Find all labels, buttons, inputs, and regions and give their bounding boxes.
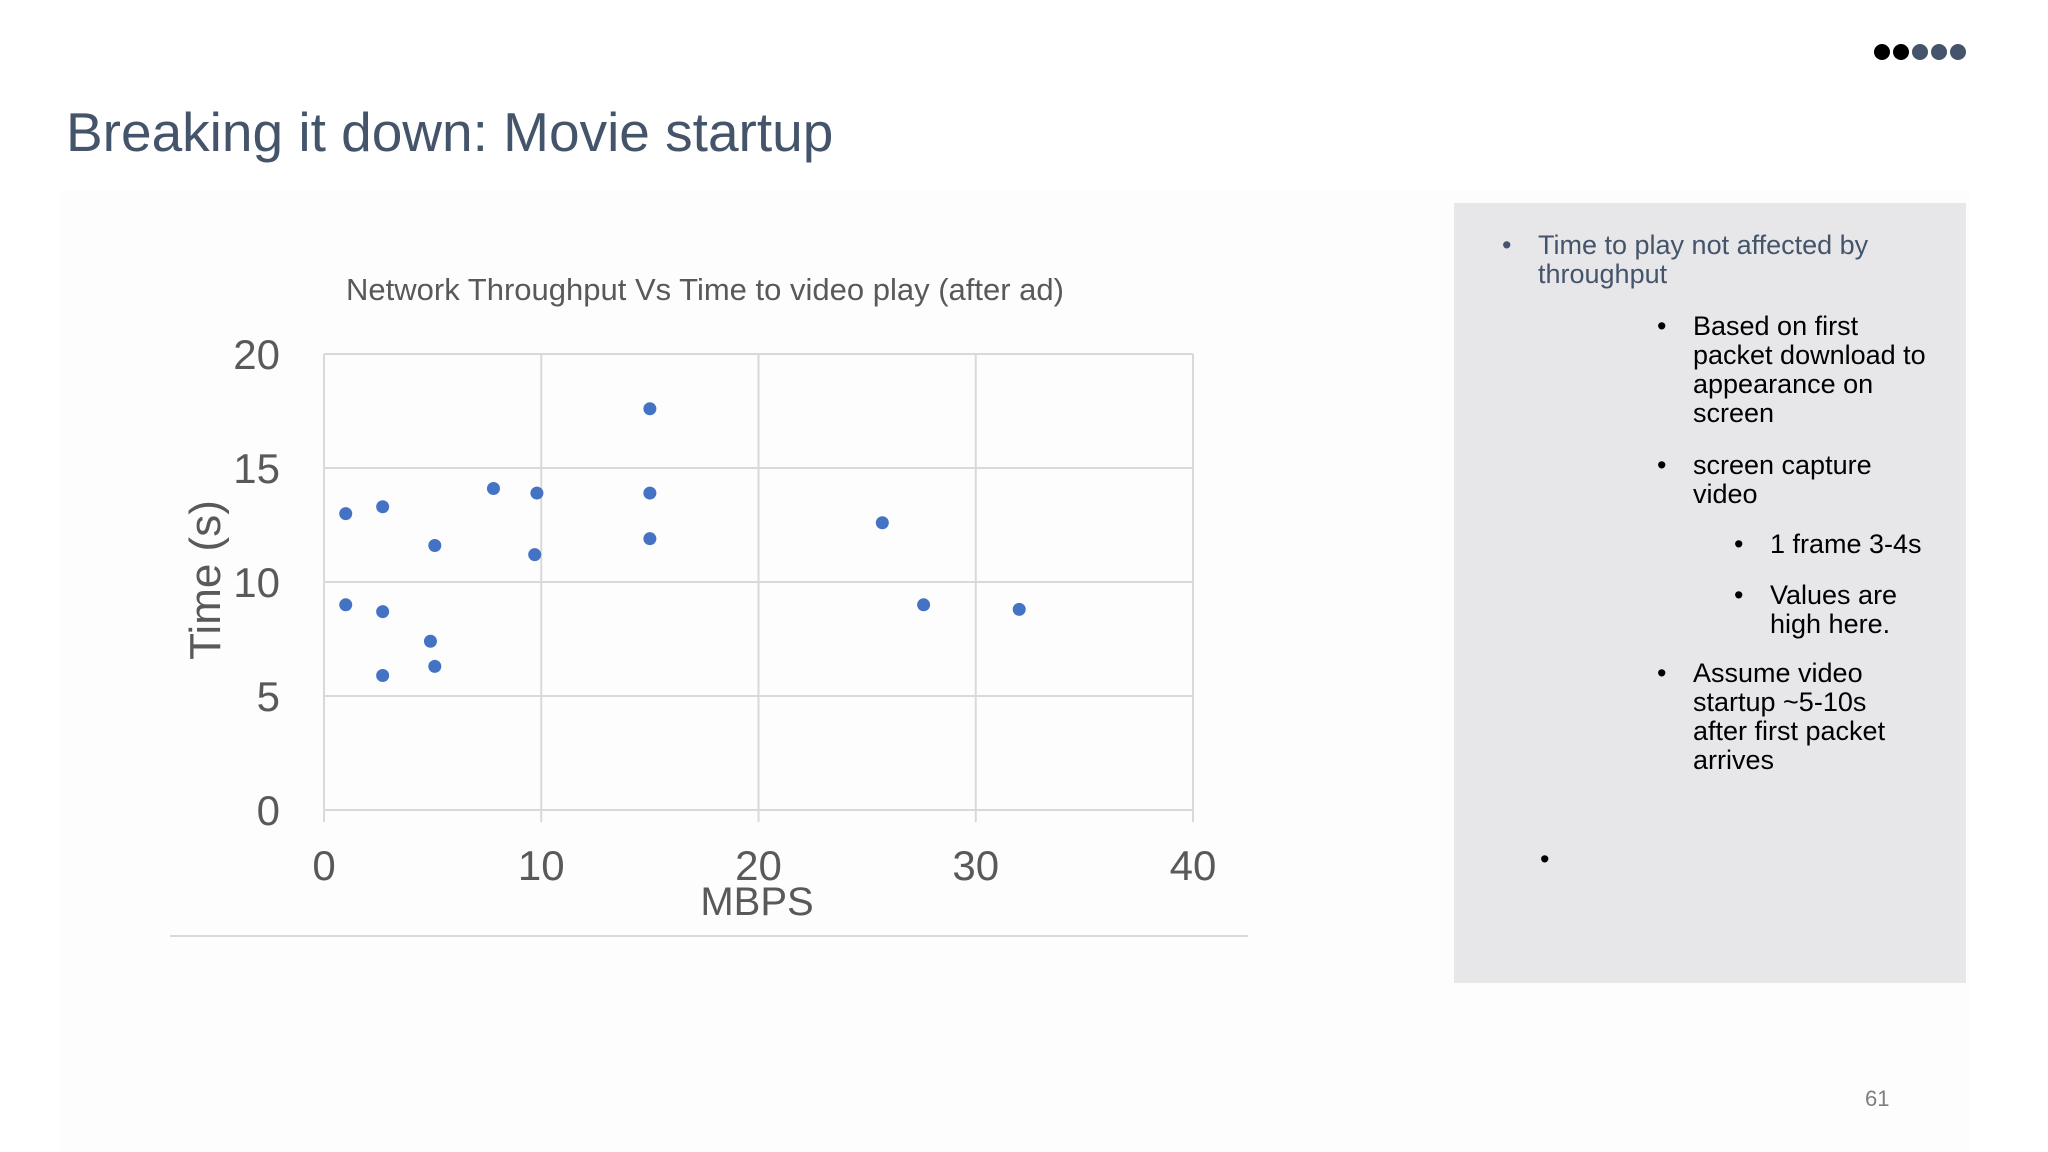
note-text: 1 frame 3-4s	[1770, 529, 1922, 559]
data-point	[530, 486, 544, 500]
data-point	[376, 605, 390, 619]
x-axis-label: MBPS	[700, 880, 813, 924]
page-number: 61	[1865, 1086, 1890, 1111]
data-point	[643, 486, 657, 500]
data-point	[376, 668, 390, 682]
note-bullet-time-to-play: • Time to play not affected by throughpu…	[1502, 230, 1938, 289]
bullet-glyph: •	[1734, 580, 1744, 610]
nav-dot	[1893, 44, 1909, 60]
chart-title: Network Throughput Vs Time to video play…	[346, 272, 1064, 307]
x-tick-label: 10	[518, 842, 565, 889]
data-point	[376, 500, 390, 514]
data-point	[428, 539, 442, 553]
bullet-glyph: •	[1502, 230, 1512, 260]
x-tick-label: 30	[952, 842, 999, 889]
x-tick-label: 20	[735, 842, 782, 889]
note-text: screen capture video	[1693, 450, 1872, 509]
bullet-glyph: •	[1734, 529, 1744, 559]
data-point	[643, 532, 657, 546]
slide-nav-dots	[1874, 44, 1966, 60]
nav-dot	[1931, 44, 1947, 60]
y-axis-label: Time (s)	[181, 500, 230, 660]
bullet-glyph: •	[1657, 658, 1667, 688]
data-point	[528, 548, 542, 562]
y-tick-label: 10	[233, 559, 280, 606]
note-bullet-first-packet: • Based on first packet download to appe…	[1657, 311, 1933, 428]
x-tick-label: 40	[1170, 842, 1217, 889]
data-point	[643, 402, 657, 416]
nav-dot	[1912, 44, 1928, 60]
note-bullet-values-high: • Values are high here.	[1734, 580, 1910, 639]
data-point	[339, 598, 353, 612]
y-tick-label: 5	[257, 673, 280, 720]
nav-dot	[1950, 44, 1966, 60]
note-text: Time to play not affected by throughput	[1538, 230, 1869, 289]
note-bullet-frame: • 1 frame 3-4s	[1734, 529, 1960, 559]
data-point	[486, 482, 500, 496]
data-point	[423, 634, 437, 648]
data-point	[339, 507, 353, 521]
nav-dot	[1874, 44, 1890, 60]
data-point	[917, 598, 931, 612]
note-bullet-screen-capture: • screen capture video	[1657, 450, 1933, 509]
data-point	[875, 516, 889, 530]
data-point	[428, 659, 442, 673]
bullet-glyph: •	[1657, 311, 1667, 341]
note-text: Based on first packet download to appear…	[1693, 311, 1926, 428]
data-point	[1012, 602, 1026, 616]
x-tick-label: 0	[312, 842, 335, 889]
slide-title: Breaking it down: Movie startup	[66, 101, 834, 163]
bullet-glyph: •	[1540, 844, 1550, 874]
y-tick-label: 15	[233, 445, 280, 492]
note-text: Assume video startup ~5-10s after first …	[1693, 658, 1886, 775]
note-text: Values are high here.	[1770, 580, 1898, 639]
y-tick-label: 20	[233, 331, 280, 378]
y-tick-label: 0	[257, 787, 280, 834]
note-bullet-assume-startup: • Assume video startup ~5-10s after firs…	[1657, 658, 1923, 775]
bullet-glyph: •	[1657, 450, 1667, 480]
notes-panel: • Time to play not affected by throughpu…	[1454, 203, 1966, 983]
scatter-chart: 0 5 10 15 20 0 10 20 30 40 Network Throughput Vs T…	[170, 272, 1248, 937]
